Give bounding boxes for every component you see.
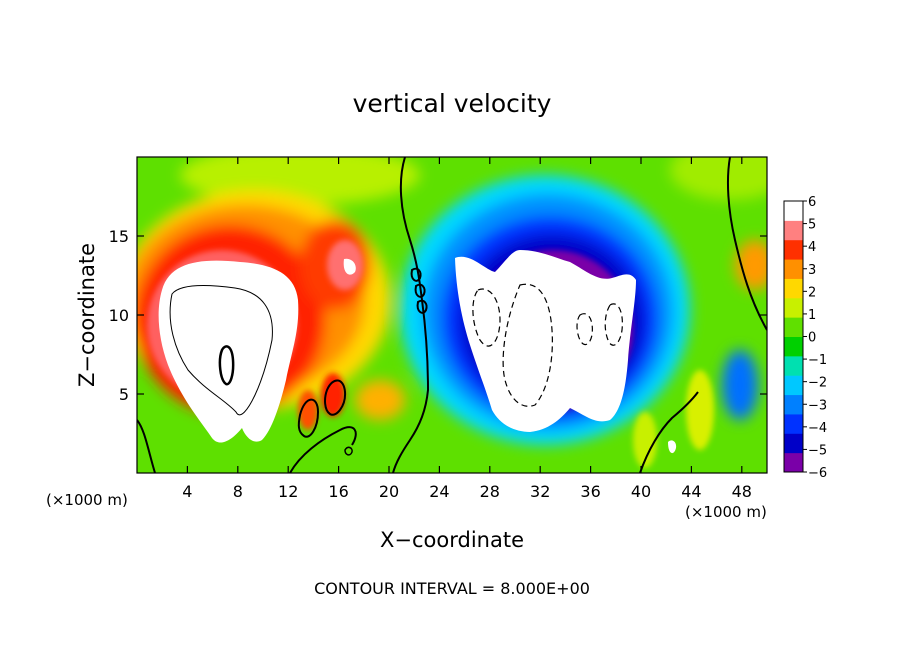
x-tick-label: 28 <box>480 482 500 501</box>
low-yellow-cell <box>686 370 714 450</box>
contour-lines <box>137 157 767 473</box>
x-tick-label: 16 <box>328 482 348 501</box>
contour-inner-updraft <box>169 285 273 416</box>
heatmap-field <box>137 157 767 473</box>
contour-downdraft-dashed-4 <box>604 303 623 346</box>
contour-zero-mid <box>392 157 430 473</box>
colorbar-swatch <box>784 259 803 279</box>
contour-zero-right-low <box>639 391 699 473</box>
white-spot <box>668 440 677 454</box>
x-unit-right: (×1000 m) <box>685 503 767 521</box>
y-axis-label: Z−coordinate <box>75 243 99 387</box>
colorbar-tick-label: 6 <box>808 195 816 210</box>
x-tick-label: 20 <box>379 482 399 501</box>
colorbar-tick-label: 5 <box>808 218 816 233</box>
downdraft-core <box>455 250 636 432</box>
x-tick-label: 24 <box>429 482 449 501</box>
colorbar-tick-label: −3 <box>808 398 827 413</box>
contour-small-oval <box>218 345 235 386</box>
colorbar-tick-label: −5 <box>808 443 827 458</box>
colorbar-tick-label: 3 <box>808 263 816 278</box>
x-tick-label: 48 <box>732 482 752 501</box>
colorbar-swatch <box>784 297 803 318</box>
contour-red-cell <box>324 379 347 416</box>
colorbar-swatch <box>784 239 803 260</box>
x-axis-label: X−coordinate <box>380 528 524 552</box>
contour-tiny <box>344 446 353 456</box>
x-tick-label: 44 <box>681 482 701 501</box>
colorbar-swatch <box>784 394 803 415</box>
updraft-orange-low <box>355 380 405 420</box>
colorbar <box>783 200 804 473</box>
colorbar-swatch <box>784 317 803 337</box>
x-tick-label: 40 <box>631 482 651 501</box>
right-cool-pocket <box>722 350 758 420</box>
x-tick-label: 32 <box>530 482 550 501</box>
contour-downdraft-dashed <box>472 288 501 347</box>
colorbar-tick-label: 2 <box>808 285 816 300</box>
x-tick-label: 4 <box>182 482 192 501</box>
field-haze-right <box>670 157 767 200</box>
contour-downdraft-dashed-3 <box>576 313 593 346</box>
x-unit-left: (×1000 m) <box>46 491 128 509</box>
chart-title: vertical velocity <box>353 89 552 118</box>
colorbar-swatch <box>784 201 803 221</box>
contour-zero-left <box>137 419 156 473</box>
colorbar-tick-label: −6 <box>808 466 827 481</box>
contour-red-cell-2 <box>297 398 320 438</box>
colorbar-tick-label: 4 <box>808 240 816 255</box>
colorbar-tick-label: 0 <box>808 331 816 346</box>
x-tick-label: 8 <box>233 482 243 501</box>
x-tick-label: 36 <box>580 482 600 501</box>
low-yellow-cell-2 <box>633 412 657 468</box>
y-tick-label: 10 <box>109 306 129 325</box>
colorbar-swatch <box>784 355 803 376</box>
colorbar-tick-label: −4 <box>808 421 827 436</box>
colorbar-swatch <box>784 220 803 241</box>
colorbar-labels: 6 5 4 3 2 1 0 −1 −2 −3 −4 −5 −6 <box>803 195 827 481</box>
colorbar-swatch <box>784 433 803 454</box>
contour-downdraft-dashed-2 <box>502 283 553 407</box>
colorbar-tick-label: 1 <box>808 308 816 323</box>
updraft-core-top <box>343 258 356 275</box>
colorbar-tick-label: −1 <box>808 353 827 368</box>
contour-interval-footer: CONTOUR INTERVAL = 8.000E+00 <box>314 579 590 598</box>
right-edge-warm <box>735 240 767 290</box>
colorbar-tick-label: −2 <box>808 376 827 391</box>
colorbar-swatch <box>784 413 803 434</box>
contour-small-ring <box>410 267 422 282</box>
y-tick-label: 5 <box>119 385 129 404</box>
contour-small-ring-3 <box>416 299 428 314</box>
contour-small-ring-2 <box>414 283 426 298</box>
colorbar-swatch <box>784 278 803 299</box>
y-axis-ticks: 5 10 15 <box>109 227 767 404</box>
small-red-cell <box>321 373 345 417</box>
colorbar-swatch <box>784 336 803 357</box>
x-tick-label: 12 <box>278 482 298 501</box>
y-tick-label: 15 <box>109 227 129 246</box>
updraft-core <box>158 260 299 443</box>
colorbar-swatch <box>784 452 803 473</box>
x-axis-ticks: 4 8 12 16 20 24 28 32 36 40 44 48 <box>182 157 752 501</box>
contour-zero-bottom <box>289 426 357 473</box>
colorbar-swatch <box>784 375 803 396</box>
contour-zero-right <box>726 157 767 331</box>
